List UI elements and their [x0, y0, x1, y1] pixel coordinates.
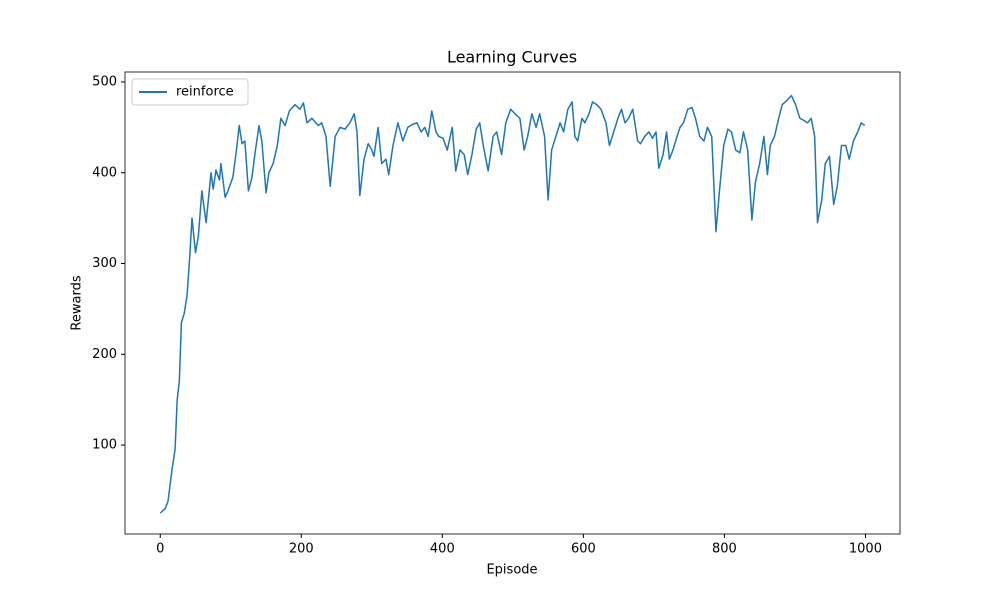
chart-title: Learning Curves: [447, 48, 577, 67]
plot-frame: [124, 71, 901, 535]
line-series: [159, 94, 866, 514]
y-tick-label: 400: [92, 165, 117, 180]
x-axis-label: Episode: [486, 563, 537, 578]
y-tick-label: 200: [92, 347, 117, 362]
x-tick-label: 400: [430, 542, 455, 557]
x-tick-label: 1000: [849, 542, 882, 557]
x-tick-label: 600: [571, 542, 596, 557]
y-tick-label: 100: [92, 438, 117, 453]
legend-box: [131, 78, 249, 106]
x-tick-label: 200: [289, 542, 314, 557]
y-tick-label: 300: [92, 256, 117, 271]
legend-label: reinforce: [176, 85, 234, 100]
x-tick-label: 0: [156, 542, 164, 557]
y-tick-label: 500: [92, 74, 117, 89]
y-axis-label: Rewards: [70, 275, 85, 330]
x-tick-label: 800: [712, 542, 737, 557]
